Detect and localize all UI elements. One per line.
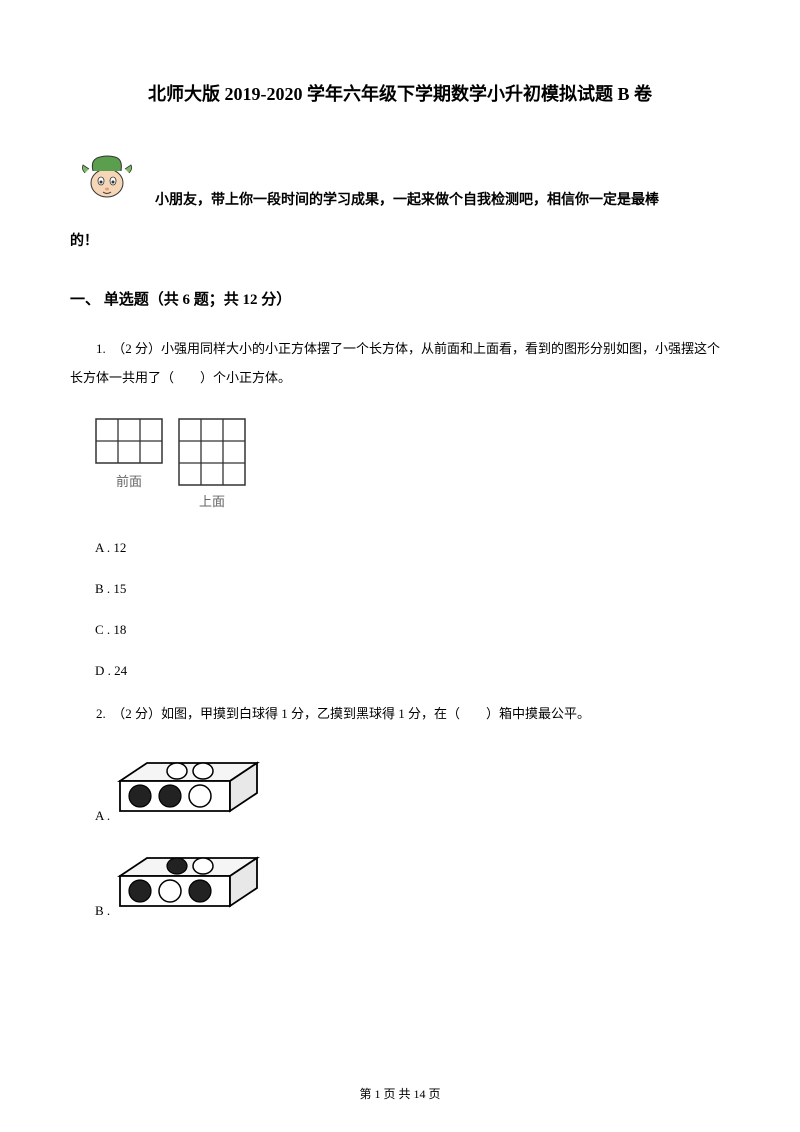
question-1-text: 1. （2 分）小强用同样大小的小正方体摆了一个长方体，从前面和上面看，看到的图… — [70, 334, 730, 394]
question-1-option-a: A . 12 — [95, 535, 730, 561]
option-b-letter: B . — [95, 903, 110, 919]
page-footer: 第 1 页 共 14 页 — [0, 1085, 800, 1102]
top-view: 上面 — [178, 418, 246, 510]
option-a-letter: A . — [95, 808, 110, 824]
intro-text-line2: 的！ — [70, 227, 730, 258]
top-label: 上面 — [199, 491, 225, 510]
question-2-option-b: B . — [95, 844, 730, 919]
section-heading: 一、 单选题（共 6 题；共 12 分） — [70, 288, 730, 309]
front-view: 前面 — [95, 418, 163, 510]
question-1-option-b: B . 15 — [95, 576, 730, 602]
page-title: 北师大版 2019-2020 学年六年级下学期数学小升初模拟试题 B 卷 — [70, 80, 730, 106]
question-2-option-a: A . — [95, 749, 730, 824]
question-1-option-c: C . 18 — [95, 617, 730, 643]
front-label: 前面 — [116, 471, 142, 490]
mascot-icon — [75, 141, 140, 206]
box-figure-b — [115, 844, 265, 919]
question-1-figure: 前面 上面 — [95, 418, 730, 510]
intro-section: 小朋友，带上你一段时间的学习成果，一起来做个自我检测吧，相信你一定是最棒 — [70, 141, 730, 217]
box-figure-a — [115, 749, 265, 824]
intro-text-line1: 小朋友，带上你一段时间的学习成果，一起来做个自我检测吧，相信你一定是最棒 — [155, 141, 659, 217]
question-1-option-d: D . 24 — [95, 658, 730, 684]
question-2-text: 2. （2 分）如图，甲摸到白球得 1 分，乙摸到黑球得 1 分，在（ ）箱中摸… — [70, 699, 730, 729]
